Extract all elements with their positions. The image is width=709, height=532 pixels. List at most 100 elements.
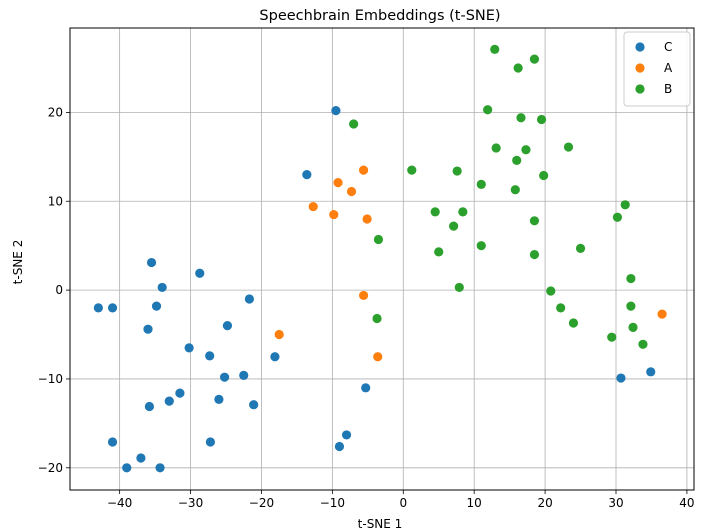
x-tick-label: −20 xyxy=(249,496,274,510)
point-c xyxy=(93,303,103,313)
y-axis-label: t-SNE 2 xyxy=(11,240,25,285)
legend: CAB xyxy=(623,31,691,107)
point-a xyxy=(274,329,284,340)
point-c xyxy=(334,441,345,452)
legend-label-c: C xyxy=(664,40,672,54)
point-c xyxy=(164,396,174,406)
point-a xyxy=(358,290,369,301)
point-c xyxy=(175,388,185,398)
point-a xyxy=(373,352,383,362)
y-tick-label: 20 xyxy=(48,105,63,119)
point-b xyxy=(612,212,623,222)
y-tick-label: 0 xyxy=(55,283,63,297)
point-b xyxy=(575,243,586,253)
point-c xyxy=(219,372,230,382)
legend-marker-b xyxy=(635,84,645,94)
point-c xyxy=(122,463,132,473)
grid-lines xyxy=(70,28,694,490)
point-a xyxy=(358,165,369,175)
point-c xyxy=(146,257,157,268)
point-c xyxy=(331,106,341,116)
point-b xyxy=(556,303,566,313)
point-a xyxy=(362,214,372,224)
point-b xyxy=(434,247,444,257)
point-b xyxy=(626,273,636,284)
chart-title: Speechbrain Embeddings (t-SNE) xyxy=(259,8,500,24)
point-c xyxy=(155,463,165,473)
x-axis-label: t-SNE 1 xyxy=(358,517,403,531)
point-c xyxy=(157,282,167,293)
point-b xyxy=(407,165,417,175)
point-b xyxy=(510,185,520,195)
point-b xyxy=(516,113,526,123)
point-c xyxy=(222,321,233,331)
legend-label-b: B xyxy=(664,82,672,96)
point-c xyxy=(143,324,153,334)
point-b xyxy=(536,114,547,125)
point-b xyxy=(372,313,382,324)
point-a xyxy=(346,186,357,197)
point-a xyxy=(329,209,339,220)
point-b xyxy=(638,339,648,349)
x-tick-label: −10 xyxy=(320,496,345,510)
point-b xyxy=(452,166,462,176)
y-tick-label: −20 xyxy=(38,461,63,475)
point-b xyxy=(529,249,540,260)
x-tick-label: 0 xyxy=(399,496,407,510)
point-c xyxy=(195,268,205,278)
point-c xyxy=(270,352,280,362)
point-b xyxy=(454,282,464,293)
point-b xyxy=(529,54,540,64)
point-b xyxy=(563,142,574,152)
axis-ticks: −40 −30 −20 −10 0 10 20 30 40 −20 −10 0 10 20 xyxy=(38,105,695,510)
legend-label-a: A xyxy=(664,61,673,75)
point-b xyxy=(568,318,579,328)
point-c xyxy=(205,351,215,361)
point-b xyxy=(483,105,493,115)
point-b xyxy=(476,241,486,251)
point-c xyxy=(249,400,259,410)
legend-marker-a xyxy=(635,63,645,73)
y-tick-label: 10 xyxy=(48,194,63,208)
y-tick-label: −10 xyxy=(38,372,63,386)
point-a xyxy=(657,309,667,319)
x-tick-label: −30 xyxy=(178,496,203,510)
point-c xyxy=(107,437,118,447)
plot-frame xyxy=(69,27,695,491)
x-tick-label: 20 xyxy=(537,496,552,510)
point-c xyxy=(151,301,162,311)
point-b xyxy=(491,143,501,153)
point-c xyxy=(144,401,155,412)
legend-box xyxy=(623,31,691,107)
point-c xyxy=(107,303,118,313)
point-b xyxy=(430,207,440,217)
point-c xyxy=(184,343,194,353)
point-b xyxy=(626,301,636,311)
point-c xyxy=(302,169,312,180)
point-b xyxy=(539,170,549,181)
point-b xyxy=(476,179,486,189)
point-c xyxy=(136,453,146,463)
point-b xyxy=(607,332,617,342)
data-points xyxy=(93,44,667,473)
x-tick-label: 30 xyxy=(608,496,623,510)
point-a xyxy=(333,177,343,188)
point-c xyxy=(341,430,352,440)
point-c xyxy=(616,373,626,383)
point-b xyxy=(529,216,540,226)
point-c xyxy=(646,367,656,377)
point-b xyxy=(449,221,459,231)
point-b xyxy=(512,155,522,165)
point-b xyxy=(628,322,638,333)
point-b xyxy=(546,286,556,296)
point-b xyxy=(458,207,468,217)
x-tick-label: −40 xyxy=(107,496,132,510)
point-c xyxy=(205,437,215,447)
point-b xyxy=(349,119,359,129)
point-a xyxy=(308,201,318,212)
legend-marker-c xyxy=(635,42,645,52)
point-c xyxy=(239,370,249,380)
point-c xyxy=(244,294,254,304)
x-tick-label: 40 xyxy=(679,496,694,510)
